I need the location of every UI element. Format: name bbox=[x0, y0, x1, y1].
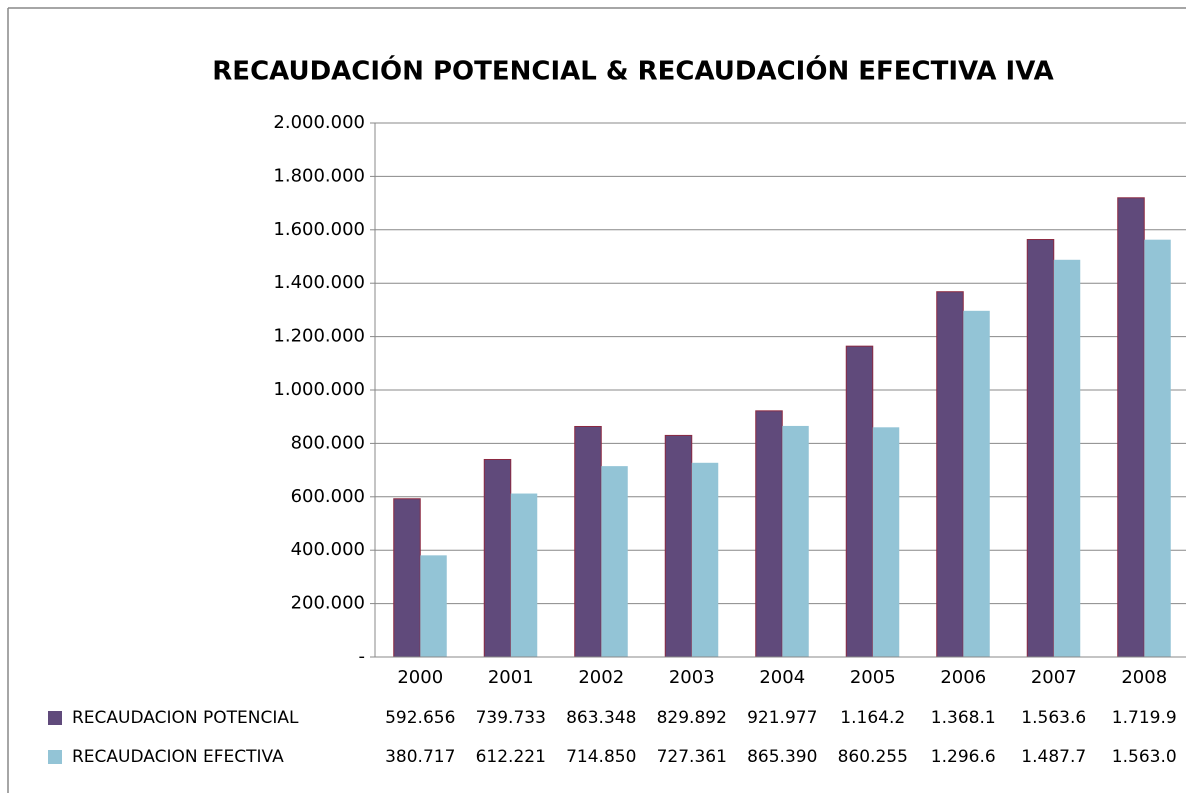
bar bbox=[1053, 259, 1081, 657]
data-table-value: 865.390 bbox=[747, 747, 817, 767]
data-table-value: 380.717 bbox=[385, 747, 455, 767]
bar bbox=[510, 493, 538, 657]
legend-label: RECAUDACION POTENCIAL bbox=[72, 708, 299, 728]
x-tick-label: 2005 bbox=[850, 667, 896, 688]
bar bbox=[601, 466, 628, 657]
bar bbox=[1026, 239, 1055, 658]
x-tick-label: 2008 bbox=[1121, 667, 1167, 688]
bar bbox=[872, 427, 900, 657]
x-tick-label: 2000 bbox=[397, 667, 443, 688]
chart-title: RECAUDACIÓN POTENCIAL & RECAUDACIÓN EFEC… bbox=[212, 55, 1053, 87]
x-tick-label: 2006 bbox=[940, 667, 986, 688]
data-table-value: 860.255 bbox=[838, 747, 908, 767]
legend-label: RECAUDACION EFECTIVA bbox=[72, 747, 284, 767]
bar bbox=[782, 425, 809, 657]
y-tick-label: - bbox=[359, 646, 366, 667]
x-tick-label: 2001 bbox=[488, 667, 534, 688]
bar bbox=[755, 410, 783, 658]
y-tick-label: 400.000 bbox=[291, 539, 365, 560]
data-table-value: 1.296.6 bbox=[931, 747, 996, 767]
y-tick-label: 2.000.000 bbox=[273, 112, 365, 133]
y-tick-label: 200.000 bbox=[291, 593, 365, 614]
bar bbox=[963, 310, 990, 657]
data-table-value: 829.892 bbox=[657, 708, 727, 728]
bar bbox=[1144, 239, 1171, 657]
data-table-value: 1.368.1 bbox=[931, 708, 996, 728]
data-table-value: 612.221 bbox=[476, 747, 546, 767]
data-table-value: 592.656 bbox=[385, 708, 455, 728]
y-tick-label: 600.000 bbox=[291, 486, 365, 507]
bar bbox=[393, 498, 421, 658]
data-table-value: 1.487.7 bbox=[1021, 747, 1086, 767]
data-table-value: 1.164.2 bbox=[840, 708, 905, 728]
data-table-value: 1.563.0 bbox=[1112, 747, 1177, 767]
legend-swatch bbox=[48, 750, 62, 764]
bar bbox=[574, 425, 602, 658]
x-tick-label: 2004 bbox=[759, 667, 805, 688]
bar bbox=[691, 462, 719, 657]
x-tick-label: 2003 bbox=[669, 667, 715, 688]
legend-swatch bbox=[48, 711, 62, 725]
data-table-value: 1.563.6 bbox=[1021, 708, 1086, 728]
x-tick-label: 2007 bbox=[1031, 667, 1077, 688]
bar bbox=[483, 458, 512, 658]
data-table-value: 727.361 bbox=[657, 747, 727, 767]
y-tick-label: 800.000 bbox=[291, 432, 365, 453]
data-table-value: 863.348 bbox=[566, 708, 636, 728]
y-tick-label: 1.200.000 bbox=[273, 326, 365, 347]
bar bbox=[420, 555, 447, 657]
y-tick-label: 1.800.000 bbox=[273, 165, 365, 186]
y-tick-label: 1.000.000 bbox=[273, 379, 365, 400]
bar bbox=[1117, 197, 1145, 658]
data-table-value: 714.850 bbox=[566, 747, 636, 767]
data-table-value: 739.733 bbox=[476, 708, 546, 728]
y-tick-label: 1.600.000 bbox=[273, 219, 365, 240]
data-table-value: 921.977 bbox=[747, 708, 817, 728]
bar bbox=[845, 345, 874, 658]
bar bbox=[936, 291, 964, 658]
data-table-value: 1.719.9 bbox=[1112, 708, 1177, 728]
y-tick-label: 1.400.000 bbox=[273, 272, 365, 293]
x-tick-label: 2002 bbox=[578, 667, 624, 688]
bar bbox=[664, 434, 693, 658]
